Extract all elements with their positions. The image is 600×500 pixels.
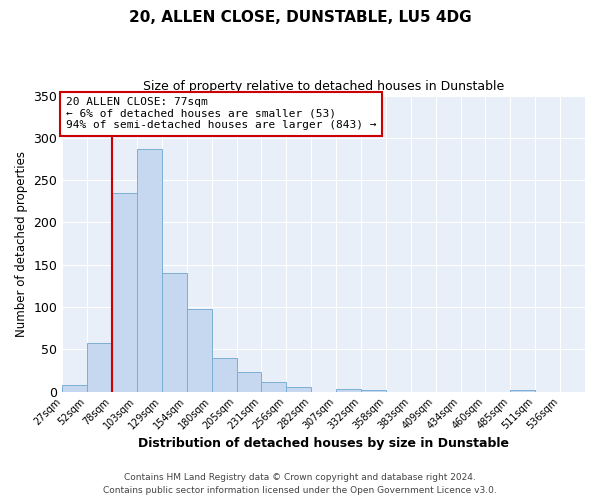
Text: 20 ALLEN CLOSE: 77sqm
← 6% of detached houses are smaller (53)
94% of semi-detac: 20 ALLEN CLOSE: 77sqm ← 6% of detached h… bbox=[66, 97, 377, 130]
Bar bbox=[361, 390, 386, 392]
Bar bbox=[236, 372, 262, 392]
Bar bbox=[336, 389, 361, 392]
X-axis label: Distribution of detached houses by size in Dunstable: Distribution of detached houses by size … bbox=[138, 437, 509, 450]
Bar bbox=[87, 342, 112, 392]
Bar bbox=[262, 382, 286, 392]
Bar bbox=[511, 390, 535, 392]
Bar bbox=[112, 193, 137, 392]
Text: 20, ALLEN CLOSE, DUNSTABLE, LU5 4DG: 20, ALLEN CLOSE, DUNSTABLE, LU5 4DG bbox=[128, 10, 472, 25]
Bar bbox=[62, 385, 87, 392]
Text: Contains HM Land Registry data © Crown copyright and database right 2024.
Contai: Contains HM Land Registry data © Crown c… bbox=[103, 474, 497, 495]
Bar bbox=[137, 149, 162, 392]
Bar bbox=[286, 388, 311, 392]
Bar bbox=[162, 273, 187, 392]
Bar bbox=[187, 309, 212, 392]
Bar bbox=[212, 358, 236, 392]
Title: Size of property relative to detached houses in Dunstable: Size of property relative to detached ho… bbox=[143, 80, 504, 93]
Y-axis label: Number of detached properties: Number of detached properties bbox=[15, 150, 28, 336]
